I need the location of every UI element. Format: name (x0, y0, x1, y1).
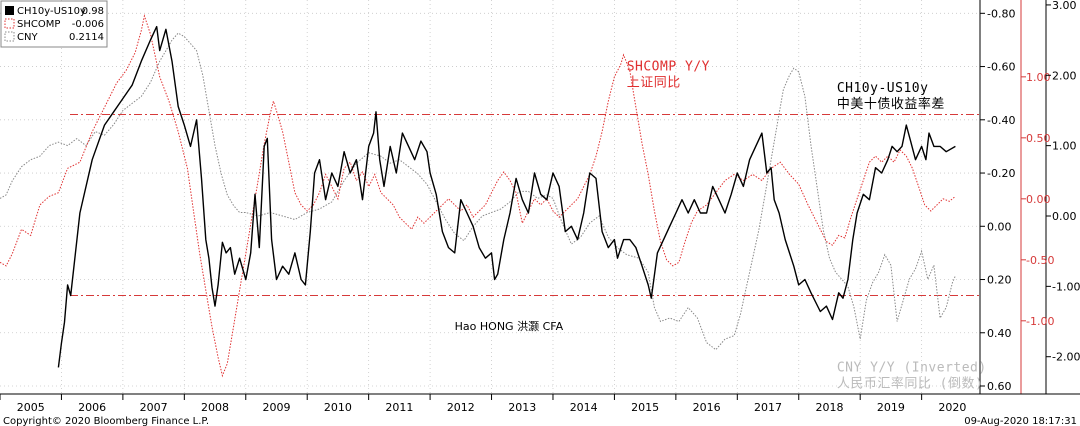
annotation-shcomp-cn: 上证同比 (627, 76, 681, 91)
x-axis-tick-label: 2013 (508, 401, 536, 414)
shcomp-axis-tick-label: -0.50 (1026, 254, 1054, 267)
annotation-cny-cn: 人民币汇率同比 (倒数) (837, 375, 983, 391)
spread-axis-tick-label: -0.80 (987, 7, 1015, 20)
x-axis-tick-label: 2012 (447, 401, 475, 414)
x-axis-tick-label: 2008 (201, 401, 229, 414)
annotation-cny-en: CNY Y/Y (Inverted) (837, 360, 987, 375)
x-axis-tick-label: 2014 (570, 401, 598, 414)
legend-swatch (5, 6, 14, 15)
annotation-author: Hao HONG 洪灏 CFA (455, 319, 564, 333)
shcomp-axis-tick-label: 0.00 (1026, 193, 1051, 206)
legend-series-value: 0.98 (82, 6, 104, 17)
cny-axis-tick-label: -1.00 (1052, 280, 1080, 293)
x-axis-tick-label: 2020 (938, 401, 966, 414)
legend-series-name: CNY (17, 32, 38, 43)
cny-axis-tick-label: 0.00 (1052, 210, 1077, 223)
spread-axis-tick-label: -0.20 (987, 167, 1015, 180)
footer-copyright: Copyright© 2020 Bloomberg Finance L.P. (3, 416, 209, 426)
x-axis-tick-label: 2009 (262, 401, 290, 414)
spread-axis-tick-label: 0.60 (987, 380, 1012, 393)
x-axis-tick-label: 2007 (140, 401, 168, 414)
gridlines (0, 0, 980, 394)
spread-axis-tick-label: -0.60 (987, 61, 1015, 74)
annotation-spread-cn: 中美十债收益率差 (837, 96, 945, 112)
shcomp-axis-tick-label: -1.00 (1026, 315, 1054, 328)
legend-box (0, 0, 108, 48)
x-axis-tick-label: 2005 (17, 401, 45, 414)
footer: Copyright© 2020 Bloomberg Finance L.P. 09… (3, 416, 1077, 426)
legend-series-value: -0.006 (72, 19, 104, 30)
cny-axis-tick-label: 1.00 (1052, 140, 1077, 153)
spread-axis-tick-label: 0.20 (987, 274, 1012, 287)
x-axis-tick-label: 2006 (78, 401, 106, 414)
x-axis-tick-label: 2010 (324, 401, 352, 414)
legend-series-value: 0.2114 (69, 32, 104, 43)
shcomp-axis-tick-label: 1.00 (1026, 71, 1051, 84)
cny-axis-tick-label: 3.00 (1052, 0, 1077, 12)
series-lines (0, 13, 956, 378)
x-axis-tick-label: 2015 (631, 401, 659, 414)
legend-series-name: SHCOMP (17, 19, 60, 30)
annotation-shcomp-en: SHCOMP Y/Y (627, 60, 710, 75)
annotation-spread-en: CH10y-US10y (837, 81, 929, 96)
spread-axis-tick-label: -0.40 (987, 114, 1015, 127)
x-axis-tick-label: 2016 (693, 401, 721, 414)
axes: -0.80 -0.60 -0.40 -0.20 0.00 0.20 0.40 0.60 1.00… (0, 0, 1080, 414)
footer-timestamp: 09-Aug-2020 18:17:31 (964, 416, 1077, 426)
x-axis-tick-label: 2017 (754, 401, 782, 414)
series-line-ch10y-us10y (57, 25, 956, 368)
series-line-shcomp (0, 13, 956, 378)
spread-axis-tick-label: 0.00 (987, 220, 1012, 233)
spread-axis-tick-label: 0.40 (987, 327, 1012, 340)
x-axis-tick-label: 2011 (385, 401, 413, 414)
cny-axis-tick-label: -2.00 (1052, 351, 1080, 364)
legend-series-name: CH10y-US10y (17, 6, 86, 17)
series-line-cny (0, 32, 956, 351)
shcomp-axis-tick-label: 0.50 (1026, 132, 1051, 145)
reference-lines (70, 113, 980, 296)
legend-swatch (4, 18, 15, 29)
legend-swatch (4, 31, 15, 42)
cny-axis-tick-label: 2.00 (1052, 69, 1077, 82)
x-axis-tick-label: 2019 (877, 401, 905, 414)
x-axis-tick-label: 2018 (815, 401, 843, 414)
